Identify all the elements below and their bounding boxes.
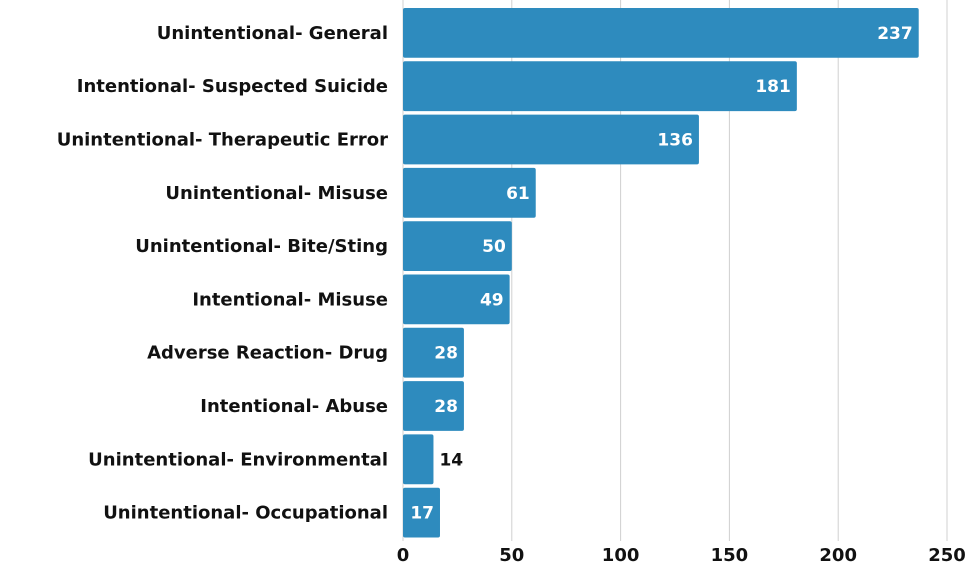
value-label: 28 [434,344,458,364]
value-label: 49 [480,290,504,310]
value-label: 61 [506,184,530,204]
y-tick-label: Unintentional- General [157,23,388,44]
x-tick-label: 200 [819,545,857,566]
value-label: 17 [410,504,434,524]
bar [403,327,464,378]
x-tick-label: 100 [602,545,640,566]
bar [403,381,464,431]
y-tick-label: Intentional- Suspected Suicide [77,76,388,97]
bar [403,167,536,218]
y-tick-label: Adverse Reaction- Drug [147,343,388,364]
value-label: 136 [657,131,693,151]
x-tick-label: 150 [711,545,749,566]
value-label: 181 [755,77,791,97]
value-label: 237 [877,24,913,44]
value-label: 50 [482,237,506,257]
y-tick-label: Unintentional- Misuse [165,183,388,204]
y-tick-label: Unintentional- Therapeutic Error [57,130,388,151]
bar [403,274,510,325]
value-label: 28 [434,397,458,417]
x-tick-label: 50 [499,545,524,566]
x-tick-label: 250 [928,545,966,566]
bar [403,61,797,112]
value-label: 14 [439,450,463,470]
bar [403,8,919,58]
bar [403,434,434,485]
bar [403,114,699,165]
y-tick-label: Intentional- Misuse [192,289,388,310]
y-tick-label: Unintentional- Environmental [88,449,388,470]
bar [403,221,512,271]
y-tick-label: Unintentional- Bite/Sting [135,236,388,257]
bar [403,487,440,538]
y-tick-label: Intentional- Abuse [200,396,388,417]
x-tick-label: 0 [397,545,410,566]
y-tick-label: Unintentional- Occupational [103,503,388,524]
